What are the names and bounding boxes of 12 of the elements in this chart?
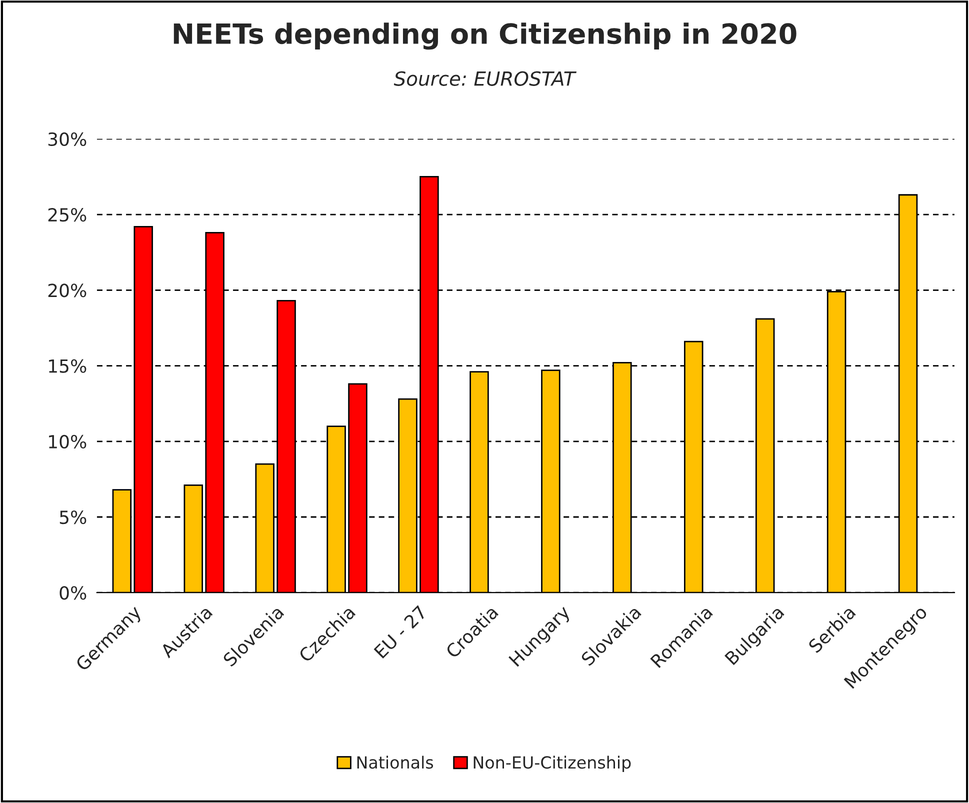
x-tick-label: EU - 27 — [374, 605, 428, 659]
legend-label: Non-EU-Citizenship — [474, 756, 631, 772]
y-tick-label: 15% — [49, 359, 86, 373]
y-tick-label: 5% — [60, 510, 86, 524]
y-tick-label: 25% — [48, 208, 86, 222]
chart-title: NEETs depending on Citizenship in 2020 — [174, 22, 796, 50]
y-tick-label: 30% — [48, 132, 86, 146]
y-tick-label: 20% — [48, 284, 86, 298]
legend-label: Nationals — [357, 756, 434, 769]
y-tick-label: 10% — [49, 434, 86, 448]
y-tick-label: 0% — [60, 586, 86, 600]
chart-subtitle: Source: EUROSTAT — [394, 71, 577, 86]
